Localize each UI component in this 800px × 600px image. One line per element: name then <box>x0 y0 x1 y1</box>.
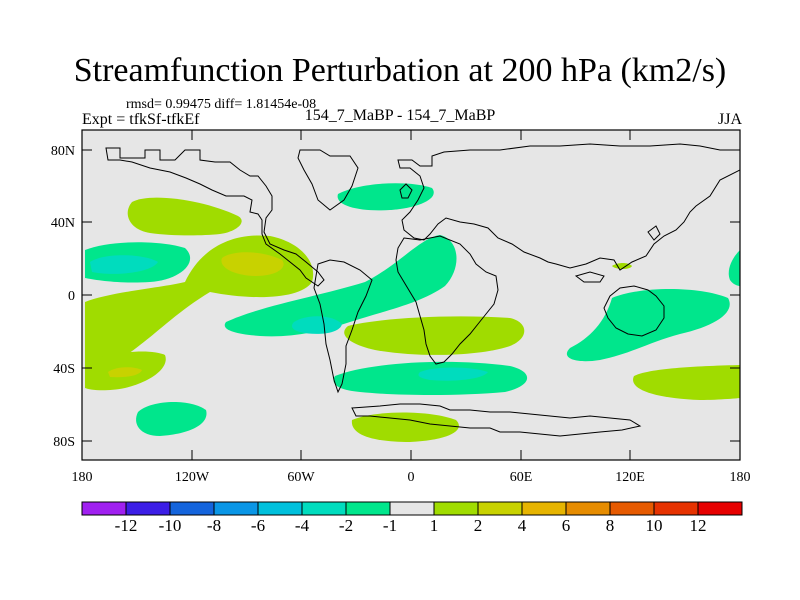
coast-uk <box>399 183 413 199</box>
colorbar-box <box>609 501 655 516</box>
lon-label-0: 0 <box>408 470 415 485</box>
coast-indonesia <box>574 271 605 283</box>
cb-label: -2 <box>339 516 353 535</box>
experiment-label: Expt = tfkSf-tfkEf <box>82 111 200 128</box>
colorbar-box <box>433 501 479 516</box>
colorbar-box <box>301 501 347 516</box>
contour-neg-4-s-ocean <box>418 367 488 381</box>
colorbar-box <box>345 501 391 516</box>
coast-antarctica <box>351 403 642 437</box>
contour-neg-north-pacific <box>337 183 434 211</box>
contour-pos-antarctic <box>351 412 459 442</box>
case-label: 154_7_MaBP - 154_7_MaBP <box>304 107 496 124</box>
contour-pos-4-central-pacific <box>221 252 284 276</box>
coast-north-america <box>105 147 325 287</box>
lon-ticks <box>81 130 741 460</box>
cb-label: -10 <box>159 516 182 535</box>
colorbar-labels: -12 -10 -8 -6 -4 -2 -1 1 2 4 6 8 10 12 <box>115 516 707 535</box>
cb-label: 1 <box>430 516 439 535</box>
lon-label-120e: 120E <box>615 470 645 485</box>
cb-label: 12 <box>690 516 707 535</box>
lon-label-60w: 60W <box>287 470 315 485</box>
season-label: JJA <box>717 111 742 128</box>
contour-pos-south-atlantic <box>344 316 525 355</box>
stats-text: rmsd= 0.99475 diff= 1.81454e-08 <box>126 97 317 112</box>
colorbar-box <box>653 501 699 516</box>
contour-neg-4-atlantic <box>292 316 342 334</box>
cb-label: 8 <box>606 516 615 535</box>
colorbar-box <box>565 501 611 516</box>
lon-label-180w: 180 <box>72 470 93 485</box>
colorbar-box <box>389 501 435 516</box>
lon-label-180e: 180 <box>730 470 751 485</box>
colorbar-box <box>697 501 743 516</box>
plot-title: Streamfunction Perturbation at 200 hPa (… <box>73 52 727 89</box>
cb-label: -8 <box>207 516 221 535</box>
coast-japan <box>647 225 661 241</box>
contour-pos-4-south-pacific <box>108 367 142 378</box>
contour-neg-south-pacific <box>136 401 207 436</box>
lat-label-40n: 40N <box>51 216 75 231</box>
colorbar-box <box>81 501 127 516</box>
coast-australia <box>603 285 665 337</box>
colorbar <box>81 501 743 516</box>
cb-label: -6 <box>251 516 265 535</box>
colorbar-box <box>477 501 523 516</box>
cb-label: -12 <box>115 516 138 535</box>
contour-neg-atlantic <box>224 235 457 337</box>
cb-label: -4 <box>295 516 310 535</box>
cb-label: 4 <box>518 516 527 535</box>
coast-africa <box>395 235 499 365</box>
contour-neg-east-edge <box>728 250 740 286</box>
lat-label-80s: 80S <box>53 435 75 450</box>
cb-label: 10 <box>646 516 663 535</box>
coast-eurasia <box>397 143 740 271</box>
lat-label-0: 0 <box>68 289 75 304</box>
coastlines <box>105 143 740 437</box>
colorbar-box <box>169 501 215 516</box>
contour-neg-4-north-pacific <box>90 255 158 274</box>
cb-label: 6 <box>562 516 571 535</box>
coast-south-america <box>313 259 373 394</box>
contour-pos-se-pacific-edge <box>633 365 740 400</box>
lat-label-40s: 40S <box>53 362 75 377</box>
contour-neg-indian <box>566 289 730 362</box>
colorbar-box <box>521 501 567 516</box>
contour-fields <box>85 183 740 442</box>
lon-label-60e: 60E <box>510 470 533 485</box>
lon-label-120w: 120W <box>175 470 210 485</box>
lat-ticks <box>82 149 740 442</box>
coast-greenland <box>297 149 359 211</box>
contour-pos-nw-pacific <box>127 197 242 236</box>
colorbar-box <box>125 501 171 516</box>
colorbar-box <box>257 501 303 516</box>
cb-label: -1 <box>383 516 397 535</box>
colorbar-box <box>213 501 259 516</box>
cb-label: 2 <box>474 516 483 535</box>
lat-label-80n: 80N <box>51 144 75 159</box>
